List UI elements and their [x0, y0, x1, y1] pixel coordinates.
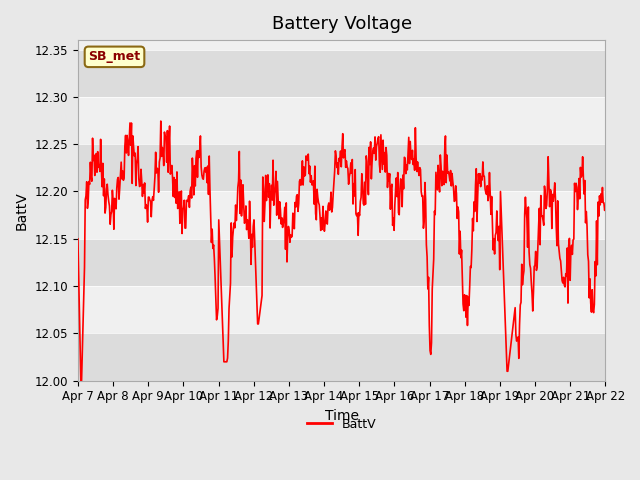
Bar: [78, 286, 605, 334]
Bar: [78, 144, 605, 192]
Bar: [78, 192, 605, 239]
Y-axis label: BattV: BattV: [15, 191, 29, 230]
Bar: [78, 97, 605, 144]
Bar: [78, 49, 605, 97]
Title: Battery Voltage: Battery Voltage: [271, 15, 412, 33]
Legend: BattV: BattV: [302, 413, 381, 436]
X-axis label: Time: Time: [324, 409, 358, 423]
Bar: [78, 334, 605, 381]
Bar: [78, 239, 605, 286]
Text: SB_met: SB_met: [88, 50, 141, 63]
